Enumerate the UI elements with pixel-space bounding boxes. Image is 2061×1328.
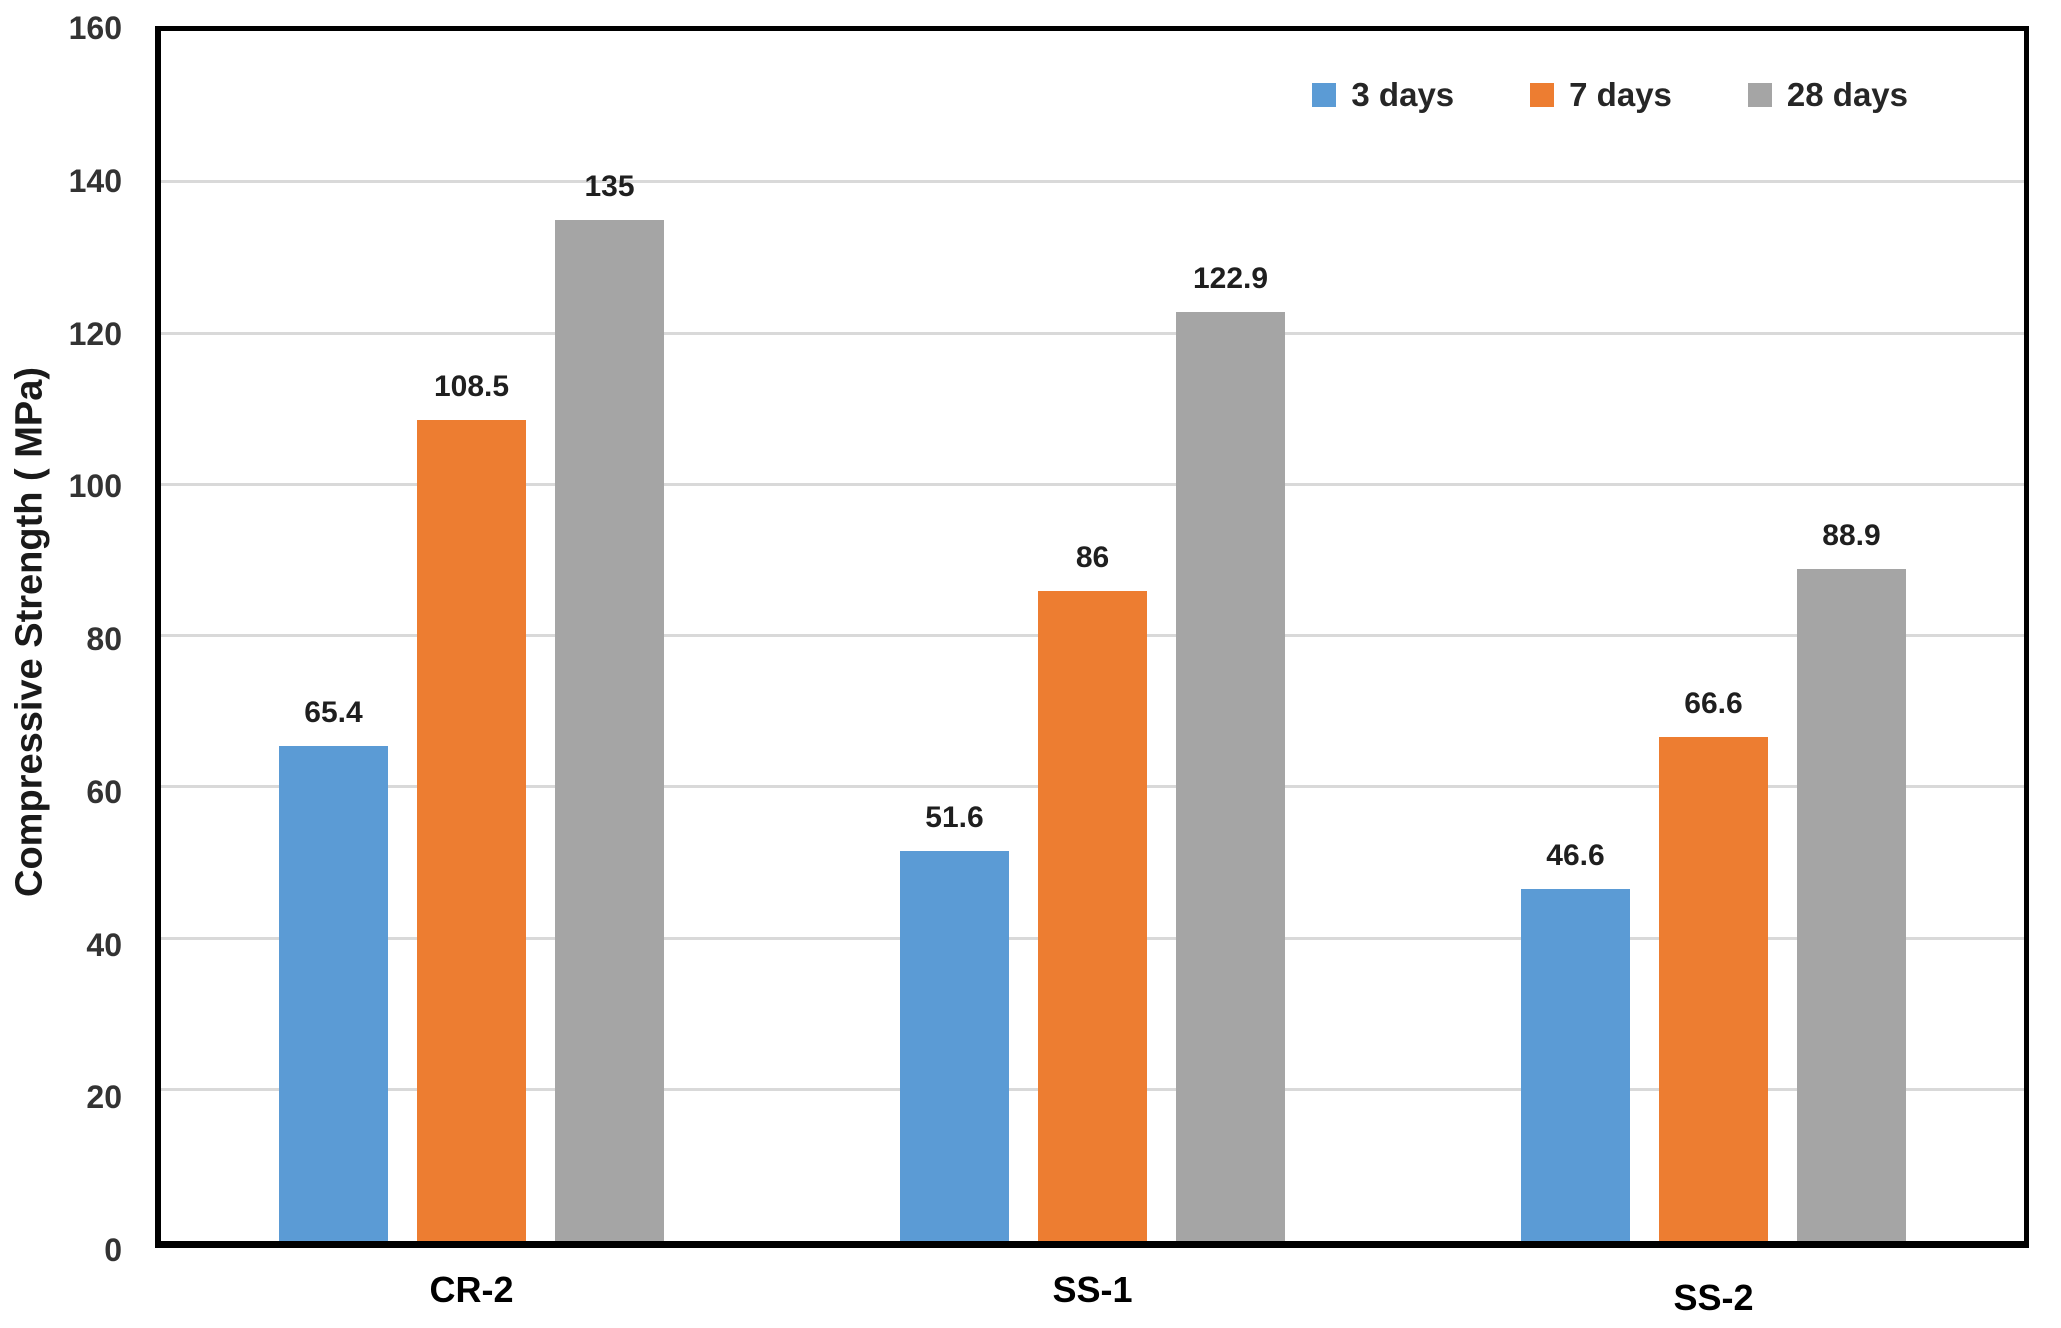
bar-value-label: 135: [584, 170, 635, 204]
legend-swatch-icon: [1530, 83, 1555, 107]
y-tick-label: 160: [68, 10, 122, 46]
bar-value-label: 66.6: [1684, 687, 1743, 721]
y-axis-tick-labels: 0 20 40 60 80 100 120 140 160: [0, 10, 122, 1268]
legend-label: 7 days: [1569, 76, 1672, 113]
legend-swatch-icon: [1312, 83, 1337, 107]
bar-SS-1-3-days: [900, 850, 1009, 1241]
plot-area: 65.4 108.5 135 51.6 86 122.9 46.6 66.6 88.9 3 da…: [155, 26, 2029, 1248]
bar-CR-2-7-days: [417, 420, 526, 1241]
bar-SS-1-7-days: [1038, 590, 1147, 1241]
bar-value-label: 122.9: [1192, 261, 1269, 295]
bar-value-label: 108.5: [433, 370, 510, 404]
legend-item-28-days: 28 days: [1747, 76, 1908, 113]
bar-CR-2-3-days: [279, 746, 388, 1241]
bar-value-label: 88.9: [1822, 518, 1881, 552]
x-axis-category-labels: CR-2 SS-1 SS-2: [161, 1258, 2024, 1318]
y-tick-label: 40: [86, 926, 122, 963]
y-tick-label: 120: [68, 315, 122, 352]
y-tick-label: 0: [104, 1232, 122, 1268]
legend-label: 3 days: [1351, 76, 1455, 113]
gridline: [161, 180, 2024, 184]
legend-label: 28 days: [1786, 76, 1908, 113]
bar-value-label: 46.6: [1546, 838, 1605, 872]
bar-value-label: 51.6: [925, 800, 984, 834]
legend-swatch-icon: [1747, 83, 1772, 107]
bar-value-label: 86: [1075, 540, 1110, 574]
y-tick-label: 80: [86, 621, 122, 657]
gridline: [161, 482, 2024, 486]
legend-item-7-days: 7 days: [1530, 77, 1672, 113]
gridline: [161, 331, 2024, 335]
bar-value-label: 65.4: [304, 696, 363, 730]
x-category-label-CR-2: CR-2: [429, 1269, 514, 1310]
x-category-label-SS-1: SS-1: [1052, 1269, 1133, 1310]
bars-layer: 65.4 108.5 135 51.6 86 122.9 46.6 66.6 88.9: [161, 31, 2024, 1241]
bar-SS-2-28-days: [1797, 568, 1906, 1241]
y-tick-label: 60: [86, 773, 122, 810]
legend: 3 days 7 days 28 days: [1312, 77, 1908, 113]
y-tick-label: 20: [86, 1079, 122, 1116]
y-tick-label: 140: [68, 162, 122, 199]
bar-SS-1-28-days: [1176, 311, 1285, 1241]
bar-SS-2-7-days: [1659, 737, 1768, 1241]
x-category-label-SS-2: SS-2: [1673, 1277, 1754, 1318]
bar-CR-2-28-days: [555, 220, 664, 1241]
legend-item-3-days: 3 days: [1312, 77, 1454, 113]
bar-SS-2-3-days: [1521, 888, 1630, 1241]
y-tick-label: 100: [68, 468, 122, 505]
